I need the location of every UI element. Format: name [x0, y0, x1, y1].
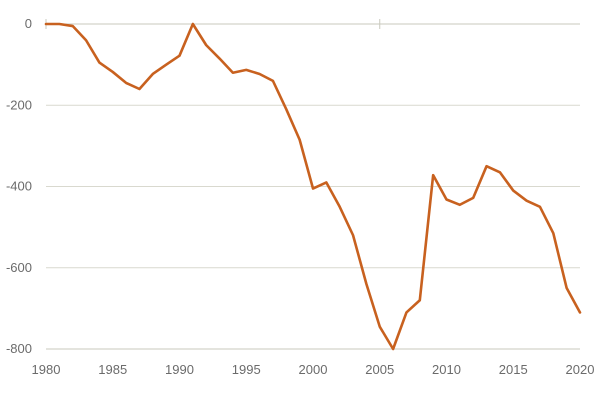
- x-tick-label: 2005: [365, 362, 394, 377]
- y-tick-label: -600: [6, 260, 32, 275]
- series-line-0: [44, 22, 582, 351]
- x-tick-label: 1995: [232, 362, 261, 377]
- y-tick-label: 0: [25, 16, 32, 31]
- series-layer: [44, 22, 582, 351]
- x-tick-label: 1985: [98, 362, 127, 377]
- x-tick-label: 2000: [299, 362, 328, 377]
- gridlines: [46, 104, 580, 350]
- x-tick-label: 2020: [566, 362, 595, 377]
- y-tick-label: -800: [6, 341, 32, 356]
- x-tick-label: 1980: [32, 362, 61, 377]
- x-tick-label: 1990: [165, 362, 194, 377]
- y-tick-label: -400: [6, 179, 32, 194]
- y-tick-label: -200: [6, 97, 32, 112]
- x-tick-label: 2015: [499, 362, 528, 377]
- x-tick-label: 2010: [432, 362, 461, 377]
